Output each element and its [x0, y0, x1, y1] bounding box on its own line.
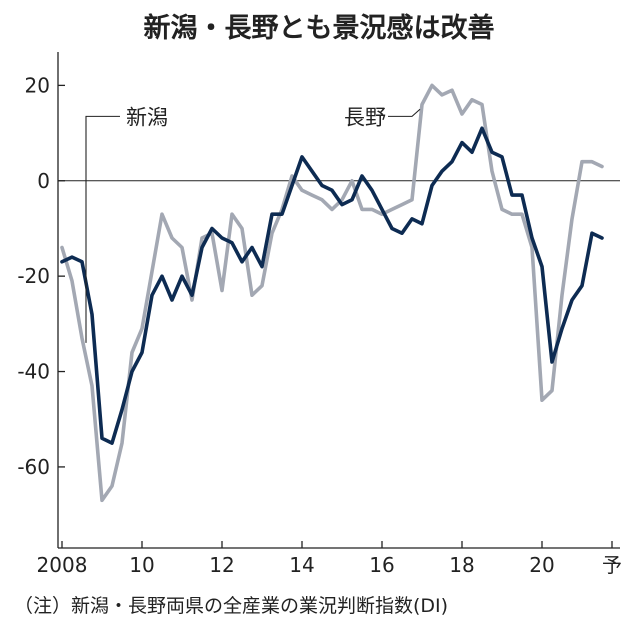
y-tick-label: -40 — [17, 360, 50, 384]
series-label-niigata: 新潟 — [126, 105, 168, 129]
y-tick-label: -60 — [17, 455, 50, 479]
leader-line-niigata — [85, 115, 120, 343]
x-tick-label: 16 — [369, 553, 394, 577]
x-tick-label: 20 — [529, 553, 554, 577]
y-tick-label: 0 — [37, 169, 50, 193]
axes: 20 0 -20 -40 -60 2008 10 12 14 16 18 20 予 — [17, 52, 622, 577]
chart-note: （注）新潟・長野両県の全産業の業況判断指数(DI) — [14, 595, 448, 617]
x-tick-label: 10 — [129, 553, 154, 577]
series-labels: 新潟 長野 — [85, 105, 421, 343]
x-tick-label: 14 — [289, 553, 314, 577]
series-label-nagano: 長野 — [344, 105, 386, 129]
y-tick-label: -20 — [17, 264, 50, 288]
series-line-niigata — [60, 126, 604, 445]
series-line-nagano — [60, 83, 604, 503]
chart-title: 新潟・長野とも景況感は改善 — [144, 12, 495, 44]
x-tick-label: 12 — [209, 553, 234, 577]
x-tick-label: 18 — [449, 553, 474, 577]
y-tick-label: 20 — [25, 73, 50, 97]
x-tick-label: 予 — [602, 553, 622, 577]
series-layer — [60, 83, 604, 503]
x-tick-label: 2008 — [37, 553, 88, 577]
leader-line-nagano — [388, 108, 421, 117]
